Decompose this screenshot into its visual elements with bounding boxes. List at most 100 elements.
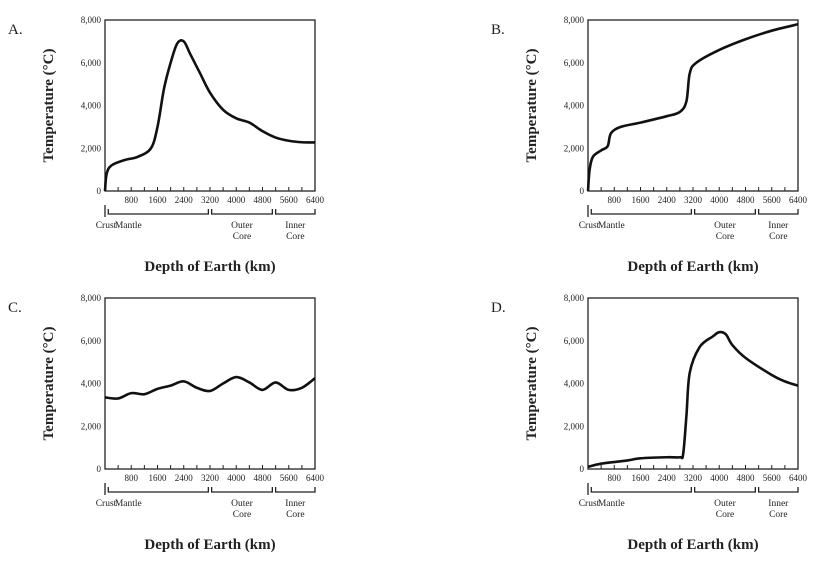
chart-panel: B. 0 2,000 4,000 6,000 8,000 800 1600 2400 3200 40… <box>491 15 808 275</box>
x-tick-label: 5600 <box>763 195 782 205</box>
x-tick-label: 6400 <box>306 473 325 483</box>
x-tick-label: 4800 <box>254 195 273 205</box>
y-tick-label: 2,000 <box>564 421 585 431</box>
y-tick-label: 6,000 <box>564 336 585 346</box>
layer-label: Crust <box>579 221 600 231</box>
x-axis-title: Depth of Earth (km) <box>627 537 758 553</box>
layer-bracket <box>757 209 799 215</box>
layer-bracket <box>274 487 316 493</box>
panel-label: A. <box>8 22 23 38</box>
layer-bracket <box>107 209 210 215</box>
layer-sublabel: Core <box>233 510 251 520</box>
layer-bracket <box>757 487 799 493</box>
layer-bracket <box>274 209 316 215</box>
x-tick-label: 6400 <box>306 195 325 205</box>
y-tick-label: 2,000 <box>564 143 585 153</box>
x-tick-label: 4000 <box>227 473 246 483</box>
panel-label: C. <box>8 300 22 316</box>
plot-frame <box>104 297 316 470</box>
layer-label: Crust <box>96 221 117 231</box>
x-tick-label: 4800 <box>737 473 756 483</box>
layer-label: Crust <box>579 499 600 509</box>
x-axis-title: Depth of Earth (km) <box>144 259 275 275</box>
x-tick-label: 6400 <box>789 195 808 205</box>
layer-label: Outer <box>231 221 253 231</box>
y-tick-label: 2,000 <box>81 421 102 431</box>
panel-label: B. <box>491 22 505 38</box>
x-tick-label: 4000 <box>227 195 246 205</box>
y-tick-label: 0 <box>580 186 585 196</box>
y-tick-label: 0 <box>97 464 102 474</box>
x-tick-label: 6400 <box>789 473 808 483</box>
x-tick-label: 4000 <box>710 195 729 205</box>
x-tick-label: 4800 <box>737 195 756 205</box>
layer-bracket <box>210 487 273 493</box>
layer-sublabel: Core <box>769 232 787 242</box>
x-tick-label: 1600 <box>632 195 651 205</box>
layer-sublabel: Core <box>716 232 734 242</box>
y-tick-label: 8,000 <box>564 293 585 303</box>
x-tick-label: 1600 <box>149 473 168 483</box>
plot-frame <box>587 297 799 470</box>
plot-frame <box>104 19 316 192</box>
y-tick-label: 0 <box>97 186 102 196</box>
layer-sublabel: Core <box>716 510 734 520</box>
layer-bracket <box>693 209 756 215</box>
layer-sublabel: Core <box>769 510 787 520</box>
y-axis-title: Temperature (°C) <box>41 327 57 441</box>
x-tick-label: 3200 <box>684 473 703 483</box>
layer-label: Mantle <box>115 499 142 509</box>
x-tick-label: 5600 <box>280 195 299 205</box>
x-tick-label: 800 <box>608 195 622 205</box>
chart-panel: A. 0 2,000 4,000 6,000 8,000 800 1600 2400 3200 40… <box>8 15 325 275</box>
layer-bracket <box>590 209 693 215</box>
layer-label: Inner <box>768 499 789 509</box>
layer-sublabel: Core <box>233 232 251 242</box>
chart-panel: D. 0 2,000 4,000 6,000 8,000 800 1600 2400 3200 40… <box>491 293 808 553</box>
plot-frame <box>587 19 799 192</box>
x-tick-label: 2400 <box>175 473 194 483</box>
y-tick-label: 4,000 <box>81 379 102 389</box>
y-tick-label: 4,000 <box>564 101 585 111</box>
layer-label: Mantle <box>598 499 625 509</box>
x-tick-label: 4800 <box>254 473 273 483</box>
layer-label: Crust <box>96 499 117 509</box>
y-axis-title: Temperature (°C) <box>524 49 540 163</box>
y-axis-title: Temperature (°C) <box>41 49 57 163</box>
y-tick-label: 4,000 <box>81 101 102 111</box>
x-tick-label: 5600 <box>280 473 299 483</box>
layer-label: Mantle <box>598 221 625 231</box>
layer-bracket <box>590 487 693 493</box>
y-tick-label: 2,000 <box>81 143 102 153</box>
x-tick-label: 800 <box>608 473 622 483</box>
y-axis-title: Temperature (°C) <box>524 327 540 441</box>
y-tick-label: 8,000 <box>564 15 585 25</box>
temperature-line <box>586 23 799 192</box>
y-tick-label: 8,000 <box>81 15 102 25</box>
y-tick-label: 6,000 <box>81 336 102 346</box>
layer-label: Inner <box>768 221 789 231</box>
temperature-line <box>587 330 799 469</box>
y-tick-label: 8,000 <box>81 293 102 303</box>
layer-label: Outer <box>714 499 736 509</box>
panel-label: D. <box>491 300 506 316</box>
y-tick-label: 6,000 <box>81 58 102 68</box>
x-axis-title: Depth of Earth (km) <box>627 259 758 275</box>
x-tick-label: 4000 <box>710 473 729 483</box>
layer-bracket <box>210 209 273 215</box>
layer-label: Inner <box>285 221 306 231</box>
layer-label: Inner <box>285 499 306 509</box>
y-tick-label: 4,000 <box>564 379 585 389</box>
x-tick-label: 800 <box>125 473 139 483</box>
chart-panel: C. 0 2,000 4,000 6,000 8,000 800 1600 2400 3200 40… <box>8 293 325 553</box>
x-tick-label: 2400 <box>658 195 677 205</box>
x-tick-label: 3200 <box>201 473 220 483</box>
layer-label: Outer <box>231 499 253 509</box>
y-tick-label: 6,000 <box>564 58 585 68</box>
layer-bracket <box>107 487 210 493</box>
y-tick-label: 0 <box>580 464 585 474</box>
x-tick-label: 1600 <box>632 473 651 483</box>
layer-sublabel: Core <box>286 232 304 242</box>
